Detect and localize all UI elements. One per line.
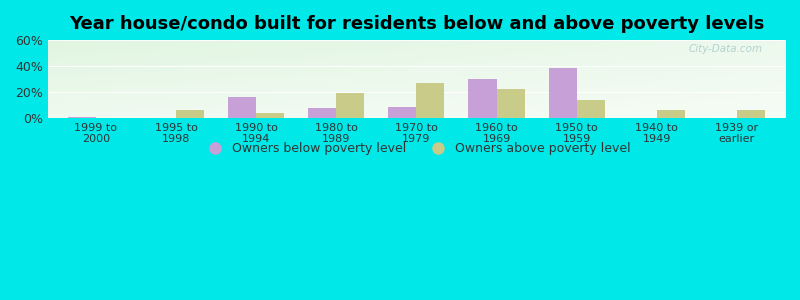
Bar [336,93,364,118]
Bar [549,68,577,118]
Bar [577,100,605,118]
Bar [737,110,765,118]
Bar [308,108,336,118]
Bar [657,110,685,118]
Bar [388,107,416,118]
Bar [497,89,525,118]
Bar [416,83,445,118]
Bar [228,97,256,118]
Bar [469,79,497,118]
Text: City-Data.com: City-Data.com [689,44,763,54]
Bar [256,113,284,118]
Legend: Owners below poverty level, Owners above poverty level: Owners below poverty level, Owners above… [197,137,636,160]
Title: Year house/condo built for residents below and above poverty levels: Year house/condo built for residents bel… [69,15,764,33]
Bar [176,110,204,118]
Bar [68,117,96,118]
